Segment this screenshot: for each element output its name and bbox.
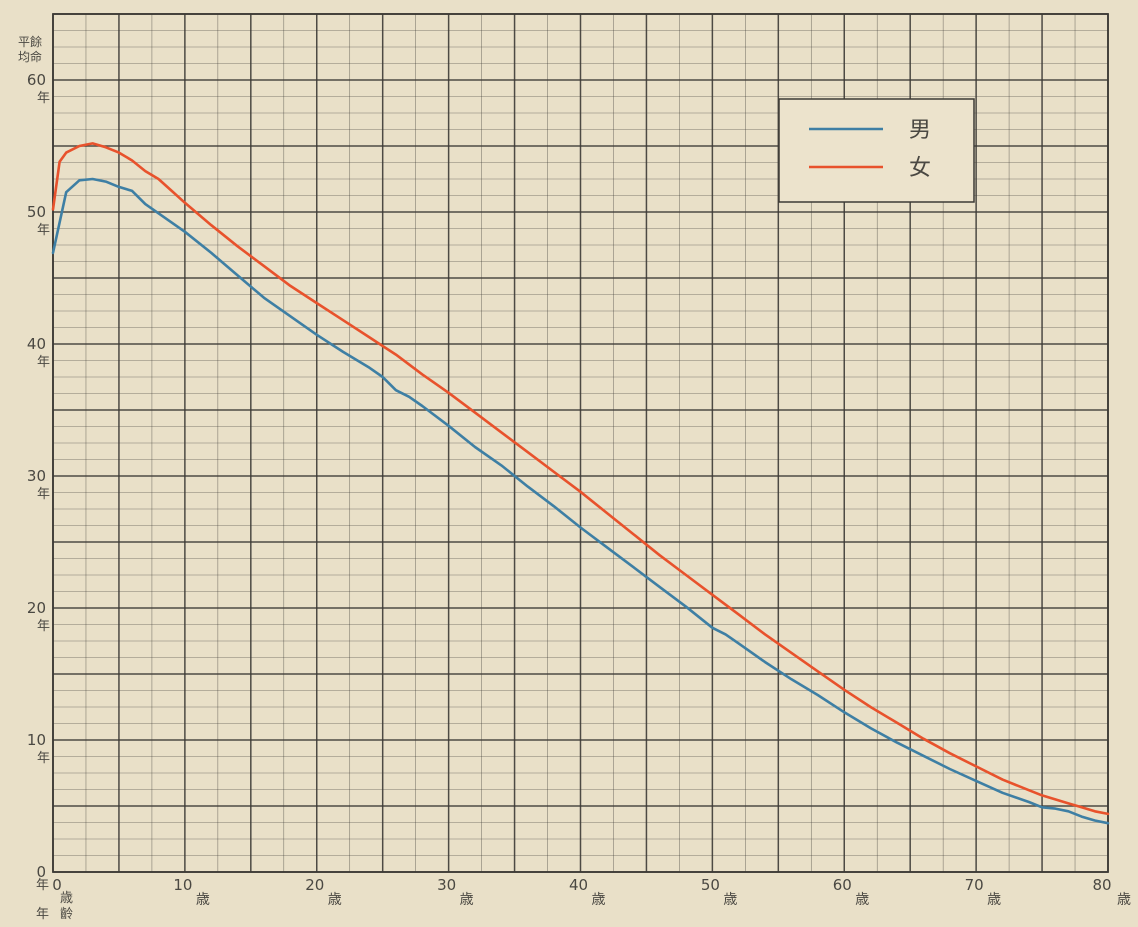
x-origin-unit: 年	[36, 878, 49, 893]
x-tick-label: 0	[52, 876, 62, 894]
legend-box	[778, 98, 975, 203]
x-tick-label: 30	[437, 876, 456, 894]
legend-label-female: 女	[909, 156, 931, 181]
x-tick-label: 70	[965, 876, 984, 894]
x-tick-unit: 歳	[723, 892, 737, 908]
y-tick-unit: 年	[37, 223, 50, 238]
y-tick-label: 40	[27, 335, 46, 353]
x-tick-label: 20	[305, 876, 324, 894]
legend-label-male: 男	[909, 118, 931, 143]
y-tick-label: 50	[27, 203, 46, 221]
series-line-male	[51, 177, 1110, 825]
y-tick-label: 0	[36, 863, 46, 881]
x-tick-label: 50	[701, 876, 720, 894]
x-tick-unit: 歳	[855, 892, 869, 908]
y-tick-unit: 年	[37, 487, 50, 502]
plot-frame	[52, 13, 1109, 873]
x-tick-unit: 歳	[196, 892, 210, 908]
axis-labels: 平餘均命010年20年30年40年50年60年0年年歳齡10歳20歳30歳40歳…	[18, 34, 1131, 922]
x-tick-label: 10	[173, 876, 192, 894]
x-tick-unit: 歳	[460, 892, 474, 908]
x-tick-label: 60	[833, 876, 852, 894]
y-tick-label: 60	[27, 71, 46, 89]
series-lines	[51, 142, 1110, 825]
y-axis-header-label: 平餘	[18, 34, 42, 49]
y-tick-unit: 年	[37, 619, 50, 634]
x-tick-unit: 歳	[987, 892, 1001, 908]
y-tick-unit: 年	[37, 91, 50, 106]
x-tick-unit: 歳	[328, 892, 342, 908]
x-origin-label: 歳	[60, 891, 73, 906]
y-axis-header-label: 均命	[18, 49, 42, 64]
series-line-female	[51, 142, 1110, 816]
legend: 男女	[778, 98, 975, 203]
y-tick-unit: 年	[37, 751, 50, 766]
x-origin-unit: 年	[36, 907, 49, 922]
y-tick-label: 10	[27, 731, 46, 749]
y-tick-label: 20	[27, 599, 46, 617]
y-tick-label: 30	[27, 467, 46, 485]
x-origin-label: 齡	[60, 907, 73, 922]
y-tick-unit: 年	[37, 355, 50, 370]
x-tick-unit: 歳	[592, 892, 606, 908]
x-tick-label: 80	[1092, 876, 1111, 894]
x-tick-label: 40	[569, 876, 588, 894]
x-tick-unit: 歳	[1117, 892, 1131, 908]
